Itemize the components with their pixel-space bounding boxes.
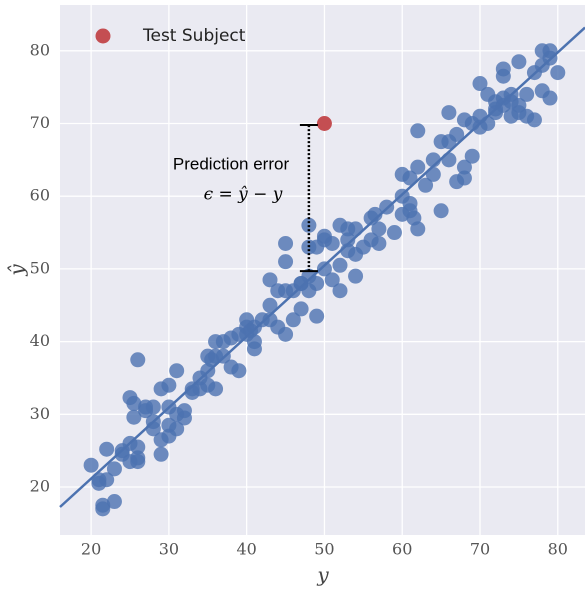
data-point [433, 203, 449, 219]
data-point [456, 159, 472, 175]
x-tick-label: 70 [470, 540, 490, 559]
data-point [278, 235, 294, 251]
data-point [542, 90, 558, 106]
x-tick-label: 30 [159, 540, 179, 559]
data-point [418, 177, 434, 193]
data-point [348, 221, 364, 237]
data-point [106, 494, 122, 510]
data-point [324, 235, 340, 251]
data-point [550, 65, 566, 81]
data-point [130, 454, 146, 470]
data-point [410, 159, 426, 175]
data-point [169, 363, 185, 379]
y-tick-label: 40 [30, 331, 50, 350]
data-point [402, 170, 418, 186]
data-point [231, 363, 247, 379]
x-tick-label: 60 [392, 540, 412, 559]
data-point [130, 439, 146, 455]
test-subject-point [316, 116, 332, 132]
data-point [464, 148, 480, 164]
data-point [332, 257, 348, 273]
x-axis-label: y [316, 563, 329, 587]
x-tick-label: 20 [81, 540, 101, 559]
data-point [262, 272, 278, 288]
data-point [410, 123, 426, 139]
y-tick-label: 60 [30, 186, 50, 205]
data-point [425, 166, 441, 182]
data-point [126, 409, 142, 425]
y-tick-label: 50 [30, 258, 50, 277]
y-tick-label: 30 [30, 404, 50, 423]
data-point [278, 254, 294, 270]
data-point [386, 225, 402, 241]
data-point [340, 232, 356, 248]
data-point [542, 50, 558, 66]
data-point [83, 457, 99, 473]
x-tick-label: 50 [314, 540, 334, 559]
data-point [278, 326, 294, 342]
y-tick-label: 70 [30, 113, 50, 132]
data-point [106, 461, 122, 477]
data-point [99, 441, 115, 457]
annotation-formula: ϵ = ŷ − y [204, 185, 283, 205]
data-point [449, 126, 465, 142]
y-tick-label: 80 [30, 40, 50, 59]
data-point [126, 395, 142, 411]
legend-marker [95, 28, 111, 44]
data-point [371, 221, 387, 237]
data-point [379, 199, 395, 215]
annotation-title: Prediction error [173, 154, 290, 173]
data-point [495, 61, 511, 77]
data-point [309, 308, 325, 324]
data-point [246, 341, 262, 357]
data-point [324, 272, 340, 288]
data-point [472, 76, 488, 92]
data-point [526, 112, 542, 128]
x-tick-label: 40 [236, 540, 256, 559]
data-point [480, 116, 496, 132]
x-tick-label: 80 [548, 540, 568, 559]
data-point [511, 97, 527, 113]
data-point [95, 501, 111, 517]
data-point [293, 301, 309, 317]
y-axis-label: ŷ [5, 264, 29, 277]
legend-label: Test Subject [142, 26, 246, 46]
data-point [176, 403, 192, 419]
y-tick-label: 20 [30, 477, 50, 496]
data-point [441, 152, 457, 168]
data-point [371, 235, 387, 251]
data-point [367, 206, 383, 222]
data-point [99, 472, 115, 488]
data-point [519, 86, 535, 102]
data-point [169, 421, 185, 437]
data-point [215, 348, 231, 364]
data-point [262, 297, 278, 313]
data-point [153, 446, 169, 462]
data-point [145, 414, 161, 430]
data-point [309, 275, 325, 291]
data-point [348, 268, 364, 284]
data-point [285, 312, 301, 328]
data-point [332, 283, 348, 299]
data-point [456, 170, 472, 186]
marks [59, 26, 585, 517]
data-point [145, 399, 161, 415]
data-point [511, 54, 527, 70]
data-point [410, 221, 426, 237]
data-point [161, 377, 177, 393]
data-point [130, 352, 146, 368]
data-point [441, 105, 457, 121]
data-point [208, 381, 224, 397]
data-point [425, 152, 441, 168]
data-point [316, 261, 332, 277]
